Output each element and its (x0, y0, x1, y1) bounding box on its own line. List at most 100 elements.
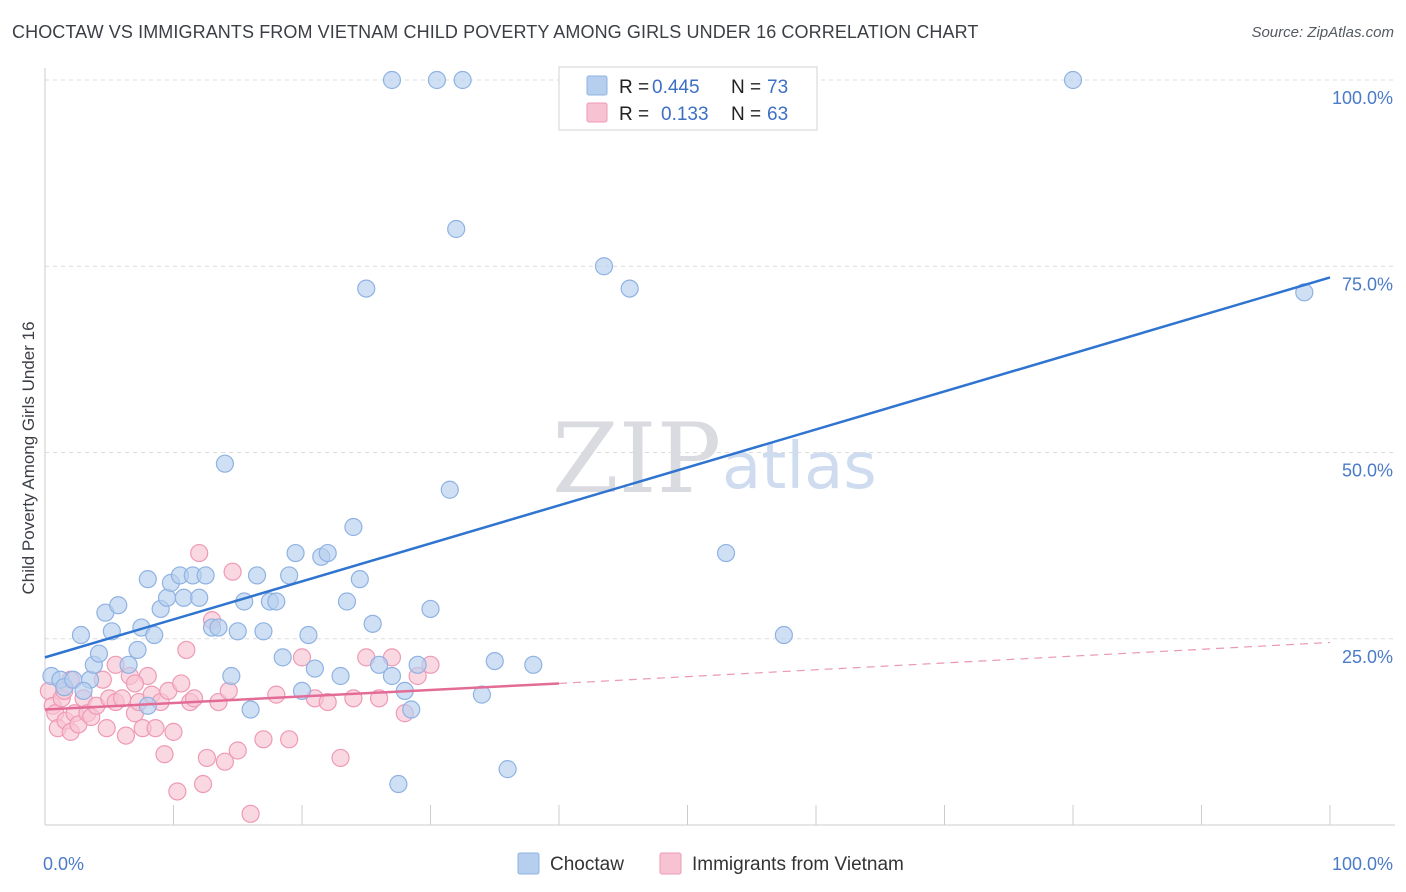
point-vietnam-30 (168, 782, 187, 801)
watermark: ZIP atlas (552, 403, 877, 515)
legend-swatch-choctaw (586, 75, 608, 96)
point-vietnam-43 (228, 741, 247, 760)
bottom-legend-choctaw: Choctaw (550, 854, 624, 875)
point-choctaw-55 (421, 599, 440, 619)
point-choctaw-20 (174, 588, 193, 607)
point-choctaw-36 (280, 566, 299, 585)
trend-line-vietnam (44, 682, 560, 711)
legend-swatch-vietnam (586, 102, 608, 123)
point-choctaw-47 (357, 279, 376, 298)
point-vietnam-25 (146, 719, 165, 738)
point-choctaw-40 (305, 659, 324, 678)
point-choctaw-30 (241, 700, 260, 719)
point-vietnam-32 (177, 640, 196, 660)
point-choctaw-39 (299, 625, 318, 645)
point-choctaw-70 (382, 70, 402, 90)
x-tick-label-min: 0.0% (43, 854, 84, 874)
legend-r-value-choctaw: 0.445 (652, 77, 700, 98)
point-choctaw-31 (247, 566, 267, 585)
point-choctaw-11 (119, 655, 138, 674)
point-vietnam-47 (280, 730, 299, 749)
point-choctaw-57 (440, 480, 459, 499)
point-choctaw-51 (389, 774, 408, 794)
point-choctaw-25 (209, 618, 228, 637)
chart-source: Source: ZipAtlas.com (1251, 24, 1394, 41)
point-choctaw-49 (370, 655, 389, 674)
y-tick-label-75: 75.0% (1342, 274, 1393, 294)
legend-r-label-vietnam: R = (619, 104, 649, 125)
point-vietnam-27 (155, 745, 174, 764)
trend-line-vietnam-extension (558, 641, 1331, 685)
point-choctaw-10 (109, 596, 128, 615)
point-choctaw-45 (344, 517, 363, 537)
point-vietnam-44 (241, 804, 260, 823)
point-choctaw-7 (89, 644, 109, 663)
legend-n-value-vietnam: 63 (767, 104, 788, 125)
point-vietnam-37 (197, 748, 217, 768)
scatter-points (39, 70, 1314, 823)
legend-r-value-vietnam: 0.133 (661, 104, 709, 125)
point-choctaw-22 (190, 588, 209, 607)
chart-title: CHOCTAW VS IMMIGRANTS FROM VIETNAM CHILD… (12, 22, 979, 42)
trend-lines (44, 276, 1331, 711)
legend-r-label-choctaw: R = (619, 77, 649, 98)
legend-n-label-choctaw: N = (731, 77, 761, 98)
legend: R = 0.445 N = 73 R = 0.133 N = 63 (558, 66, 818, 131)
x-tick-label-max: 100.0% (1332, 854, 1393, 874)
point-vietnam-54 (370, 689, 389, 708)
point-choctaw-35 (273, 648, 292, 667)
bottom-legend-vietnam: Immigrants from Vietnam (692, 854, 904, 875)
watermark-zip: ZIP (552, 403, 721, 515)
point-vietnam-34 (184, 689, 204, 708)
point-vietnam-36 (193, 774, 213, 794)
bottom-legend-swatch-choctaw (517, 852, 540, 875)
point-choctaw-65 (620, 279, 639, 298)
point-choctaw-61 (485, 651, 504, 671)
point-choctaw-48 (363, 614, 382, 633)
watermark-atlas: atlas (722, 430, 877, 504)
point-vietnam-51 (331, 748, 350, 768)
point-vietnam-45 (254, 730, 273, 749)
point-choctaw-14 (138, 570, 157, 589)
point-choctaw-58 (447, 219, 466, 239)
bottom-legend-swatch-vietnam (659, 852, 682, 875)
point-choctaw-62 (498, 760, 517, 779)
y-tick-label-100: 100.0% (1332, 88, 1393, 108)
bottom-legend: Choctaw Immigrants from Vietnam (517, 852, 904, 875)
point-choctaw-59 (453, 70, 472, 90)
point-choctaw-72 (74, 681, 93, 701)
point-vietnam-48 (292, 648, 312, 667)
point-vietnam-31 (172, 674, 191, 693)
y-tick-label-50: 50.0% (1342, 461, 1393, 481)
point-vietnam-50 (318, 692, 337, 712)
point-choctaw-67 (774, 625, 793, 645)
point-choctaw-34 (267, 592, 286, 611)
legend-n-value-choctaw: 73 (767, 77, 788, 98)
point-choctaw-28 (228, 622, 247, 641)
point-choctaw-66 (716, 543, 736, 563)
trend-line-choctaw (44, 276, 1331, 659)
point-choctaw-50 (382, 666, 402, 686)
point-choctaw-26 (215, 454, 234, 473)
point-choctaw-68 (1063, 70, 1083, 90)
point-choctaw-64 (594, 257, 614, 276)
point-vietnam-62 (125, 674, 145, 693)
point-choctaw-27 (222, 666, 241, 686)
point-vietnam-18 (116, 726, 136, 745)
point-vietnam-46 (267, 685, 286, 704)
point-choctaw-54 (408, 655, 427, 674)
point-choctaw-32 (254, 622, 273, 641)
y-tick-label-25: 25.0% (1342, 647, 1393, 667)
y-axis-label: Child Poverty Among Girls Under 16 (19, 321, 38, 594)
legend-n-label-vietnam: N = (731, 104, 761, 125)
point-vietnam-14 (97, 719, 116, 738)
point-vietnam-42 (223, 562, 242, 581)
tick-labels: 25.0% 50.0% 75.0% 100.0% 0.0% 100.0% (43, 88, 1393, 874)
point-choctaw-43 (331, 666, 350, 686)
point-choctaw-56 (427, 70, 447, 90)
point-choctaw-53 (402, 700, 421, 719)
point-choctaw-23 (196, 566, 215, 585)
point-vietnam-35 (190, 543, 209, 563)
point-choctaw-4 (71, 625, 91, 645)
